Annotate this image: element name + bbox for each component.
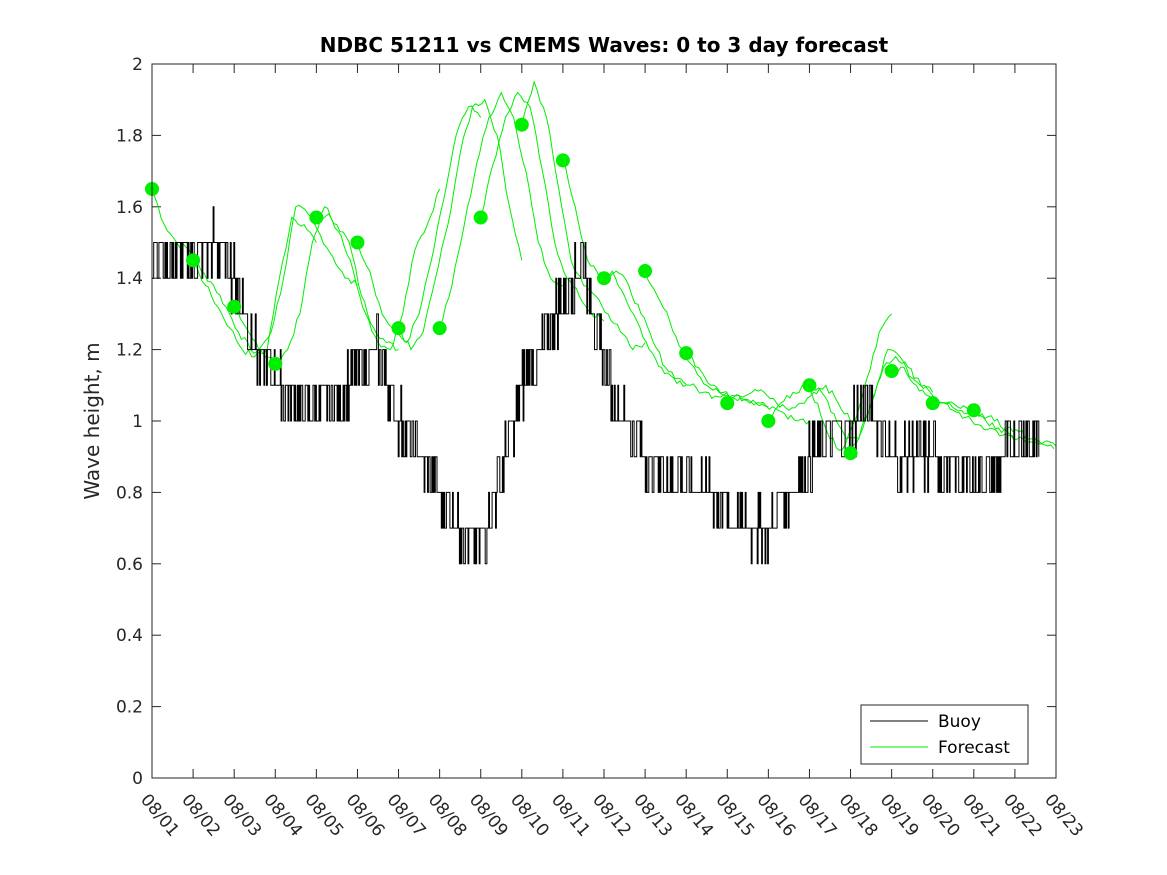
forecast-run-line (603, 270, 728, 400)
y-tick-label: 0.4 (116, 626, 143, 646)
forecast-run-line (891, 366, 1016, 440)
forecast-marker (638, 264, 653, 279)
forecast-marker (432, 321, 447, 336)
buoy-line (152, 206, 1040, 565)
legend-box (860, 704, 1029, 765)
legend-buoy-label: Buoy (938, 712, 981, 732)
y-tick-label: 1.8 (116, 126, 143, 146)
y-tick-label: 1.2 (116, 341, 143, 361)
y-axis-ticks: 0 0.2 0.4 0.6 0.8 1 1.2 1.4 1.6 1.8 2 (116, 55, 1056, 789)
forecast-marker (720, 396, 735, 411)
forecast-marker (268, 356, 283, 371)
forecast-run-line (644, 270, 769, 408)
forecast-run-line (233, 204, 358, 351)
forecast-marker (679, 346, 694, 361)
forecast-marker (802, 378, 817, 393)
forecast-run-line (685, 352, 810, 425)
y-tick-label: 1.4 (116, 269, 143, 289)
forecast-marker (227, 299, 242, 314)
forecast-marker (473, 210, 488, 225)
y-tick-label: 1 (132, 412, 143, 432)
forecast-run-line (480, 91, 605, 322)
forecast-marker (966, 403, 981, 418)
forecast-marker (925, 396, 940, 411)
y-tick-label: 2 (132, 55, 143, 75)
y-tick-label: 0.8 (116, 483, 143, 503)
forecast-marker (761, 414, 776, 428)
forecast-run-line (521, 80, 646, 351)
forecast-run-line (932, 401, 1057, 447)
forecast-marker (843, 446, 858, 461)
forecast-marker (350, 235, 365, 250)
forecast-run-line (192, 216, 317, 358)
chart-title: NDBC 51211 vs CMEMS Waves: 0 to 3 day fo… (320, 33, 889, 57)
y-tick-label: 0.2 (116, 698, 143, 718)
forecast-marker (309, 210, 324, 225)
forecast-marker (555, 153, 570, 168)
y-tick-label: 1.6 (116, 198, 143, 218)
buoy-series (152, 206, 1040, 565)
forecast-run-line (398, 98, 523, 351)
forecast-markers (145, 117, 981, 461)
legend-forecast-label: Forecast (938, 738, 1010, 758)
forecast-marker (597, 271, 611, 286)
forecast-run-line (439, 91, 564, 329)
forecast-marker (514, 117, 529, 132)
forecast-run-line (357, 105, 482, 344)
y-tick-label: 0 (132, 769, 143, 789)
forecast-run-line (151, 188, 276, 361)
forecast-run-line (726, 384, 851, 422)
forecast-marker (186, 253, 201, 268)
y-tick-label: 0.6 (116, 555, 143, 575)
forecast-marker (391, 321, 406, 336)
forecast-marker (884, 364, 899, 379)
y-axis-label: Wave height, m (80, 342, 104, 499)
legend: Buoy Forecast (860, 704, 1029, 765)
plot-frame (151, 63, 1057, 779)
